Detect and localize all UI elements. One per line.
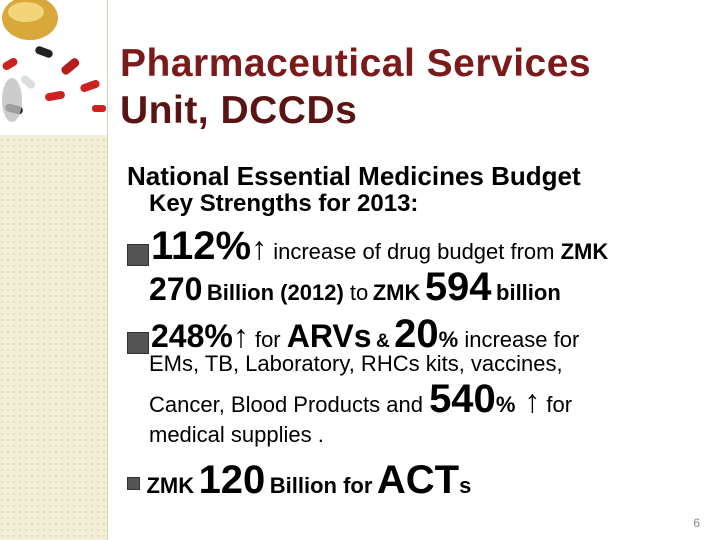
intro-line-2: Key Strengths for 2013: (127, 190, 712, 218)
slide-number: 6 (693, 516, 700, 530)
intro-line-2-text: Key Strengths for (149, 190, 358, 217)
bullet2-line-2: EMs, TB, Laboratory, RHCs kits, vaccines… (149, 351, 563, 376)
bullet2-for-2: for (540, 392, 573, 417)
bullet1-unit-1: Billion (206, 280, 275, 305)
bullet2-text: increase for (458, 327, 580, 352)
bullet3-acts: ACT (376, 458, 460, 502)
title-line-2: Unit, DCCDs (120, 89, 358, 132)
bullet1-value-2: 594 (424, 265, 492, 309)
bullet1-text: increase of drug budget from (267, 239, 561, 264)
bullet2-percent-sign: % (438, 327, 459, 352)
bullet1-value-1: 270 (149, 271, 203, 307)
bullet3-currency: ZMK (146, 473, 195, 498)
divider-vertical (107, 0, 108, 540)
intro-heading: National Essential Medicines Budget Key … (127, 162, 712, 218)
bullet2-for: for (248, 327, 287, 352)
bullet-2: 248%↑ for ARVs & 20% increase for EMs, T… (127, 312, 712, 448)
bullet2-percent-sign-2: % (495, 392, 516, 417)
bullet1-currency-1: ZMK (560, 239, 609, 264)
bullet2-ampersand: & (375, 331, 390, 352)
square-bullet-icon (127, 477, 140, 490)
square-bullet-icon (127, 243, 149, 266)
bullet1-percent: 112% (151, 224, 252, 268)
bullet3-value: 120 (198, 458, 266, 502)
square-bullet-icon (127, 331, 149, 354)
bullet2-arvs: ARVs (286, 318, 372, 354)
title-line-1: Pharmaceutical Services (120, 42, 592, 85)
bullet2-line-3-text: Cancer, Blood Products and (149, 392, 430, 417)
up-arrow-icon: ↑ (232, 318, 249, 354)
intro-line-1: National Essential Medicines Budget (127, 161, 581, 191)
bullet1-year: (2012) (274, 280, 350, 305)
slide-body: National Essential Medicines Budget Key … (127, 162, 712, 503)
bullet1-unit-2: billion (496, 280, 561, 305)
bullet-3: ZMK 120 Billion for ACTs (127, 458, 712, 503)
up-arrow-icon: ↑ (251, 230, 268, 266)
bullet2-line-3: Cancer, Blood Products and 540% ↑ for (127, 377, 712, 422)
bullet2-percent: 248% (151, 318, 233, 354)
bullet2-value-20: 20 (394, 312, 439, 356)
pills-image (0, 0, 107, 135)
slide-title: Pharmaceutical Services Unit, DCCDs (120, 40, 591, 134)
bullet1-to: to (349, 280, 369, 305)
bullet1-currency-2: ZMK (372, 280, 421, 305)
intro-year: 2013: (357, 190, 419, 217)
bullet3-acts-suffix: s (459, 473, 472, 498)
bullet2-value-540: 540 (429, 377, 496, 421)
up-arrow-icon: ↑ (515, 383, 541, 419)
bullet1-line-2: 270 Billion (2012) to ZMK 594 billion (127, 265, 712, 310)
bullet2-line-4: medical supplies . (149, 422, 324, 447)
bullet3-text: Billion for (269, 473, 373, 498)
bullet-1: 112%↑ increase of drug budget from ZMK 2… (127, 224, 712, 310)
